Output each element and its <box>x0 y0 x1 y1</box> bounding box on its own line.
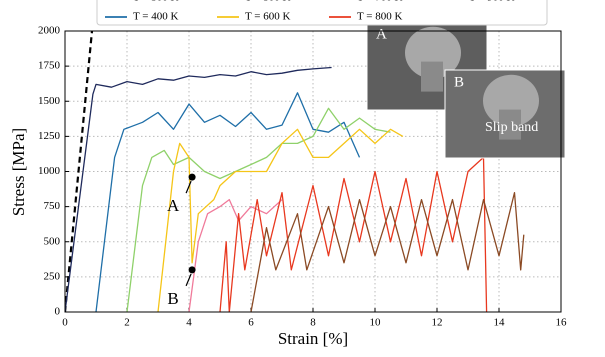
x-tick-label: 10 <box>370 317 382 329</box>
inset-note: Slip band <box>485 120 538 135</box>
legend-label: T = 800 K <box>357 11 402 23</box>
x-tick-label: 14 <box>494 317 506 329</box>
inset-pillar <box>499 109 521 140</box>
series-line <box>219 156 488 312</box>
annotation: B <box>167 289 178 308</box>
y-tick-label: 1000 <box>38 165 61 177</box>
y-tick-label: 1750 <box>38 60 61 72</box>
reference-line <box>65 31 94 312</box>
arrow <box>185 180 192 194</box>
series-line <box>65 66 332 312</box>
arrow <box>185 273 192 287</box>
axes-frame <box>64 30 562 313</box>
series-line <box>95 92 361 312</box>
inset-label: A <box>376 26 387 42</box>
y-axis-label: Stress [MPa] <box>9 128 28 216</box>
inset-pillar <box>421 61 443 92</box>
x-tick-label: 4 <box>186 317 192 329</box>
series-line <box>126 107 391 312</box>
series-line <box>188 198 283 312</box>
inset-label: B <box>454 74 464 90</box>
y-tick-label: 2000 <box>38 25 61 37</box>
x-tick-label: 6 <box>248 317 254 329</box>
y-tick-label: 500 <box>44 235 61 247</box>
x-axis-label: Strain [%] <box>278 329 348 348</box>
x-tick-label: 8 <box>310 317 316 329</box>
x-tick-label: 0 <box>62 317 68 329</box>
y-tick-label: 1500 <box>38 95 61 107</box>
legend-label: T = 700 K <box>357 0 402 4</box>
series-line <box>157 128 404 312</box>
point-marker <box>188 173 196 181</box>
legend-label: T = 600 K <box>245 11 290 23</box>
y-tick-label: 250 <box>44 270 61 282</box>
x-tick-label: 2 <box>124 317 130 329</box>
x-tick-label: 12 <box>432 317 443 329</box>
x-tick-label: 16 <box>556 317 568 329</box>
annotation: A <box>167 196 180 215</box>
inset-pillar <box>483 74 539 127</box>
series-line <box>250 191 525 312</box>
legend-label: T = 300 K <box>133 0 178 4</box>
legend-label: T = 400 K <box>133 11 178 23</box>
y-tick-label: 0 <box>55 306 61 318</box>
legend-label: T = 500 K <box>245 0 290 4</box>
y-tick-label: 750 <box>44 200 61 212</box>
y-tick-label: 1250 <box>38 130 61 142</box>
legend-box <box>96 0 548 26</box>
legend-label: T = 900 K <box>469 0 514 4</box>
inset-pillar <box>405 26 461 79</box>
point-marker <box>188 266 196 274</box>
